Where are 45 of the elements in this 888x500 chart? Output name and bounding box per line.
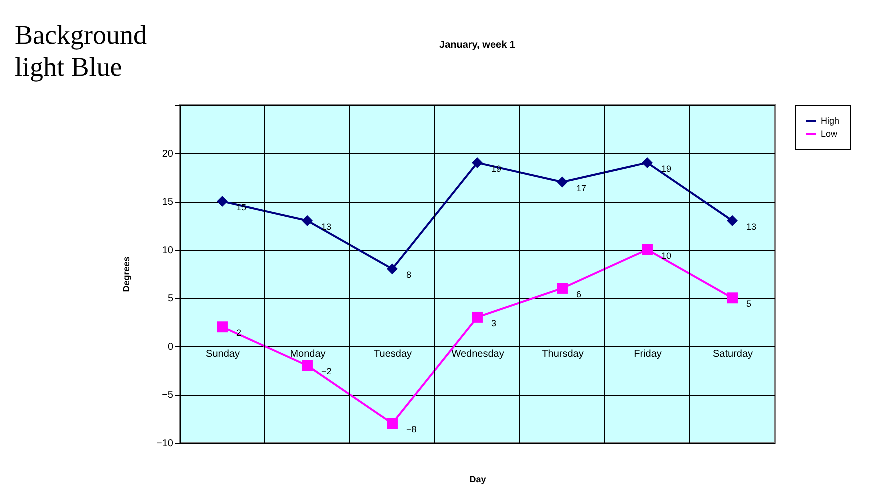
x-tick-label: Wednesday bbox=[452, 348, 504, 360]
data-label: 3 bbox=[492, 318, 497, 328]
point bbox=[557, 283, 568, 294]
y-tick-label: 20 bbox=[162, 148, 174, 160]
x-tick-label: Sunday bbox=[206, 348, 240, 360]
data-label: 8 bbox=[406, 270, 412, 280]
data-label: 10 bbox=[662, 250, 672, 261]
point bbox=[642, 157, 653, 168]
data-label: 13 bbox=[746, 222, 757, 232]
y-axis-title: Degrees bbox=[122, 256, 132, 292]
point bbox=[727, 215, 738, 226]
chart-title: January, week 1 bbox=[440, 40, 516, 51]
x-axis-title: Day bbox=[470, 474, 486, 484]
y-tick-label: 10 bbox=[162, 245, 174, 256]
point bbox=[302, 360, 313, 372]
legend-label: High bbox=[821, 116, 840, 126]
point bbox=[217, 322, 228, 333]
point bbox=[642, 244, 653, 256]
y-tick-label: −5 bbox=[162, 390, 174, 402]
point bbox=[387, 418, 398, 430]
y-tick-label: 5 bbox=[168, 294, 174, 305]
data-label: −2 bbox=[322, 366, 332, 377]
point bbox=[472, 312, 483, 323]
data-label: 19 bbox=[662, 164, 672, 174]
point bbox=[217, 196, 228, 208]
x-tick-label: Monday bbox=[290, 348, 326, 360]
data-label: −8 bbox=[406, 424, 417, 435]
x-tick-label: Thursday bbox=[542, 348, 584, 360]
data-label: 17 bbox=[576, 183, 587, 194]
x-tick-label: Saturday bbox=[712, 348, 754, 360]
x-tick-label: Tuesday bbox=[374, 348, 412, 360]
y-tick-label: 0 bbox=[168, 342, 174, 353]
point bbox=[302, 215, 313, 226]
y-tick-label: −10 bbox=[156, 438, 174, 450]
data-label: 13 bbox=[322, 222, 332, 232]
data-label: 5 bbox=[746, 299, 752, 310]
y-tick-label: 15 bbox=[162, 197, 174, 208]
x-tick-label: Friday bbox=[634, 348, 662, 360]
text: Background light Blue bbox=[15, 20, 148, 82]
point bbox=[557, 176, 568, 188]
point bbox=[472, 157, 483, 168]
point bbox=[727, 292, 738, 304]
point bbox=[387, 264, 398, 275]
data-label: 6 bbox=[576, 289, 582, 300]
legend-label: Low bbox=[821, 129, 838, 139]
